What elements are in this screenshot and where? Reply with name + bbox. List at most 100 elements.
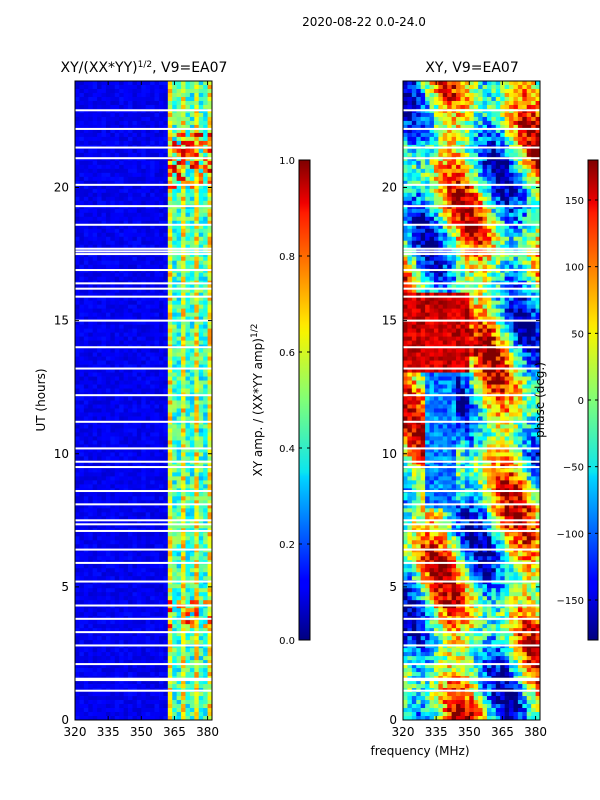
amp-cell [92,636,98,641]
amp-cell [101,520,107,525]
amp-cell [105,600,111,605]
amp-cell [114,552,120,557]
amp-cell [189,220,195,226]
amp-cell [105,368,111,373]
amp-cell [198,520,204,525]
amp-cell [88,444,94,449]
amp-cell [194,636,200,641]
amp-cell [128,396,133,401]
amp-cell [163,384,169,389]
amp-cell [83,212,89,218]
amp-cell [203,636,208,641]
amp-cell [207,160,213,166]
amp-cell [119,584,125,589]
amp-cell [141,340,147,345]
amp-cell [167,348,173,353]
amp-cell [136,524,142,529]
amp-cell [176,312,182,318]
amp-cell [92,620,98,625]
amp-cell [185,240,191,246]
amp-cell [114,316,120,322]
amp-cell [141,576,147,581]
amp-cell [136,128,142,134]
amp-cell [158,652,164,657]
amp-cell [207,348,213,353]
amp-cell [194,612,200,617]
amp-cell [181,544,186,549]
amp-cell [75,400,80,405]
amp-cell [79,568,85,573]
amp-cell [172,168,178,174]
amp-cell [145,704,151,709]
amp-cell [163,304,169,310]
amp-cell [114,220,120,226]
amp-cell [114,684,120,689]
amp-cell [105,552,111,557]
amp-cell [172,112,178,118]
amp-cell [75,132,80,138]
amp-cell [150,588,155,593]
amp-cell [207,352,213,357]
amp-cell [145,432,151,437]
amp-cell [105,316,111,322]
amp-cell [83,116,89,122]
amp-cell [110,120,116,126]
amp-cell [145,112,151,118]
amp-cell [176,664,182,669]
amp-cell [141,664,147,669]
amp-cell [154,132,160,138]
amp-cell [123,404,129,409]
amp-cell [123,480,129,485]
amp-cell [207,188,213,194]
amp-cell [114,352,120,357]
amp-cell [150,596,155,601]
amp-cell [132,148,138,154]
amp-cell [75,112,80,118]
amp-cell [75,220,80,226]
amp-cell [79,160,85,166]
amp-cell [181,388,186,393]
amp-cell [132,84,138,90]
amp-cell [128,132,133,138]
amp-cell [154,424,160,429]
amp-cell [154,244,160,250]
amp-cell [198,576,204,581]
amp-cell [97,352,102,357]
amp-cell [198,540,204,545]
amp-cell [119,436,125,441]
amp-cell [185,404,191,409]
amp-cell [194,304,200,310]
amp-cell [141,484,147,489]
amp-gap [75,466,212,469]
amp-cell [132,400,138,405]
amp-cell [163,120,169,126]
amp-cell [75,152,80,158]
amp-cell [132,228,138,234]
amp-cell [92,224,98,230]
amp-cell [105,340,111,345]
amp-cell [92,264,98,270]
amp-cell [114,404,120,409]
amp-cell [158,564,164,569]
amp-cell [97,492,102,497]
amp-cell [189,364,195,369]
amp-cell [167,376,173,381]
amp-cell [189,320,195,326]
amp-cell [154,292,160,298]
amp-cell [167,624,173,629]
amp-cell [163,492,169,497]
amp-cell [88,448,94,453]
amp-cell [145,348,151,353]
amp-cell [75,496,80,501]
amp-cell [79,432,85,437]
amp-cell [132,480,138,485]
amp-cell [97,656,102,661]
amp-cell [141,612,147,617]
amp-cell [163,428,169,433]
amp-cell [181,236,186,242]
amp-cell [136,620,142,625]
amp-cell [172,92,178,98]
amp-heatmap[interactable] [75,81,213,721]
amp-cell [105,164,111,170]
amp-cell [194,660,200,665]
